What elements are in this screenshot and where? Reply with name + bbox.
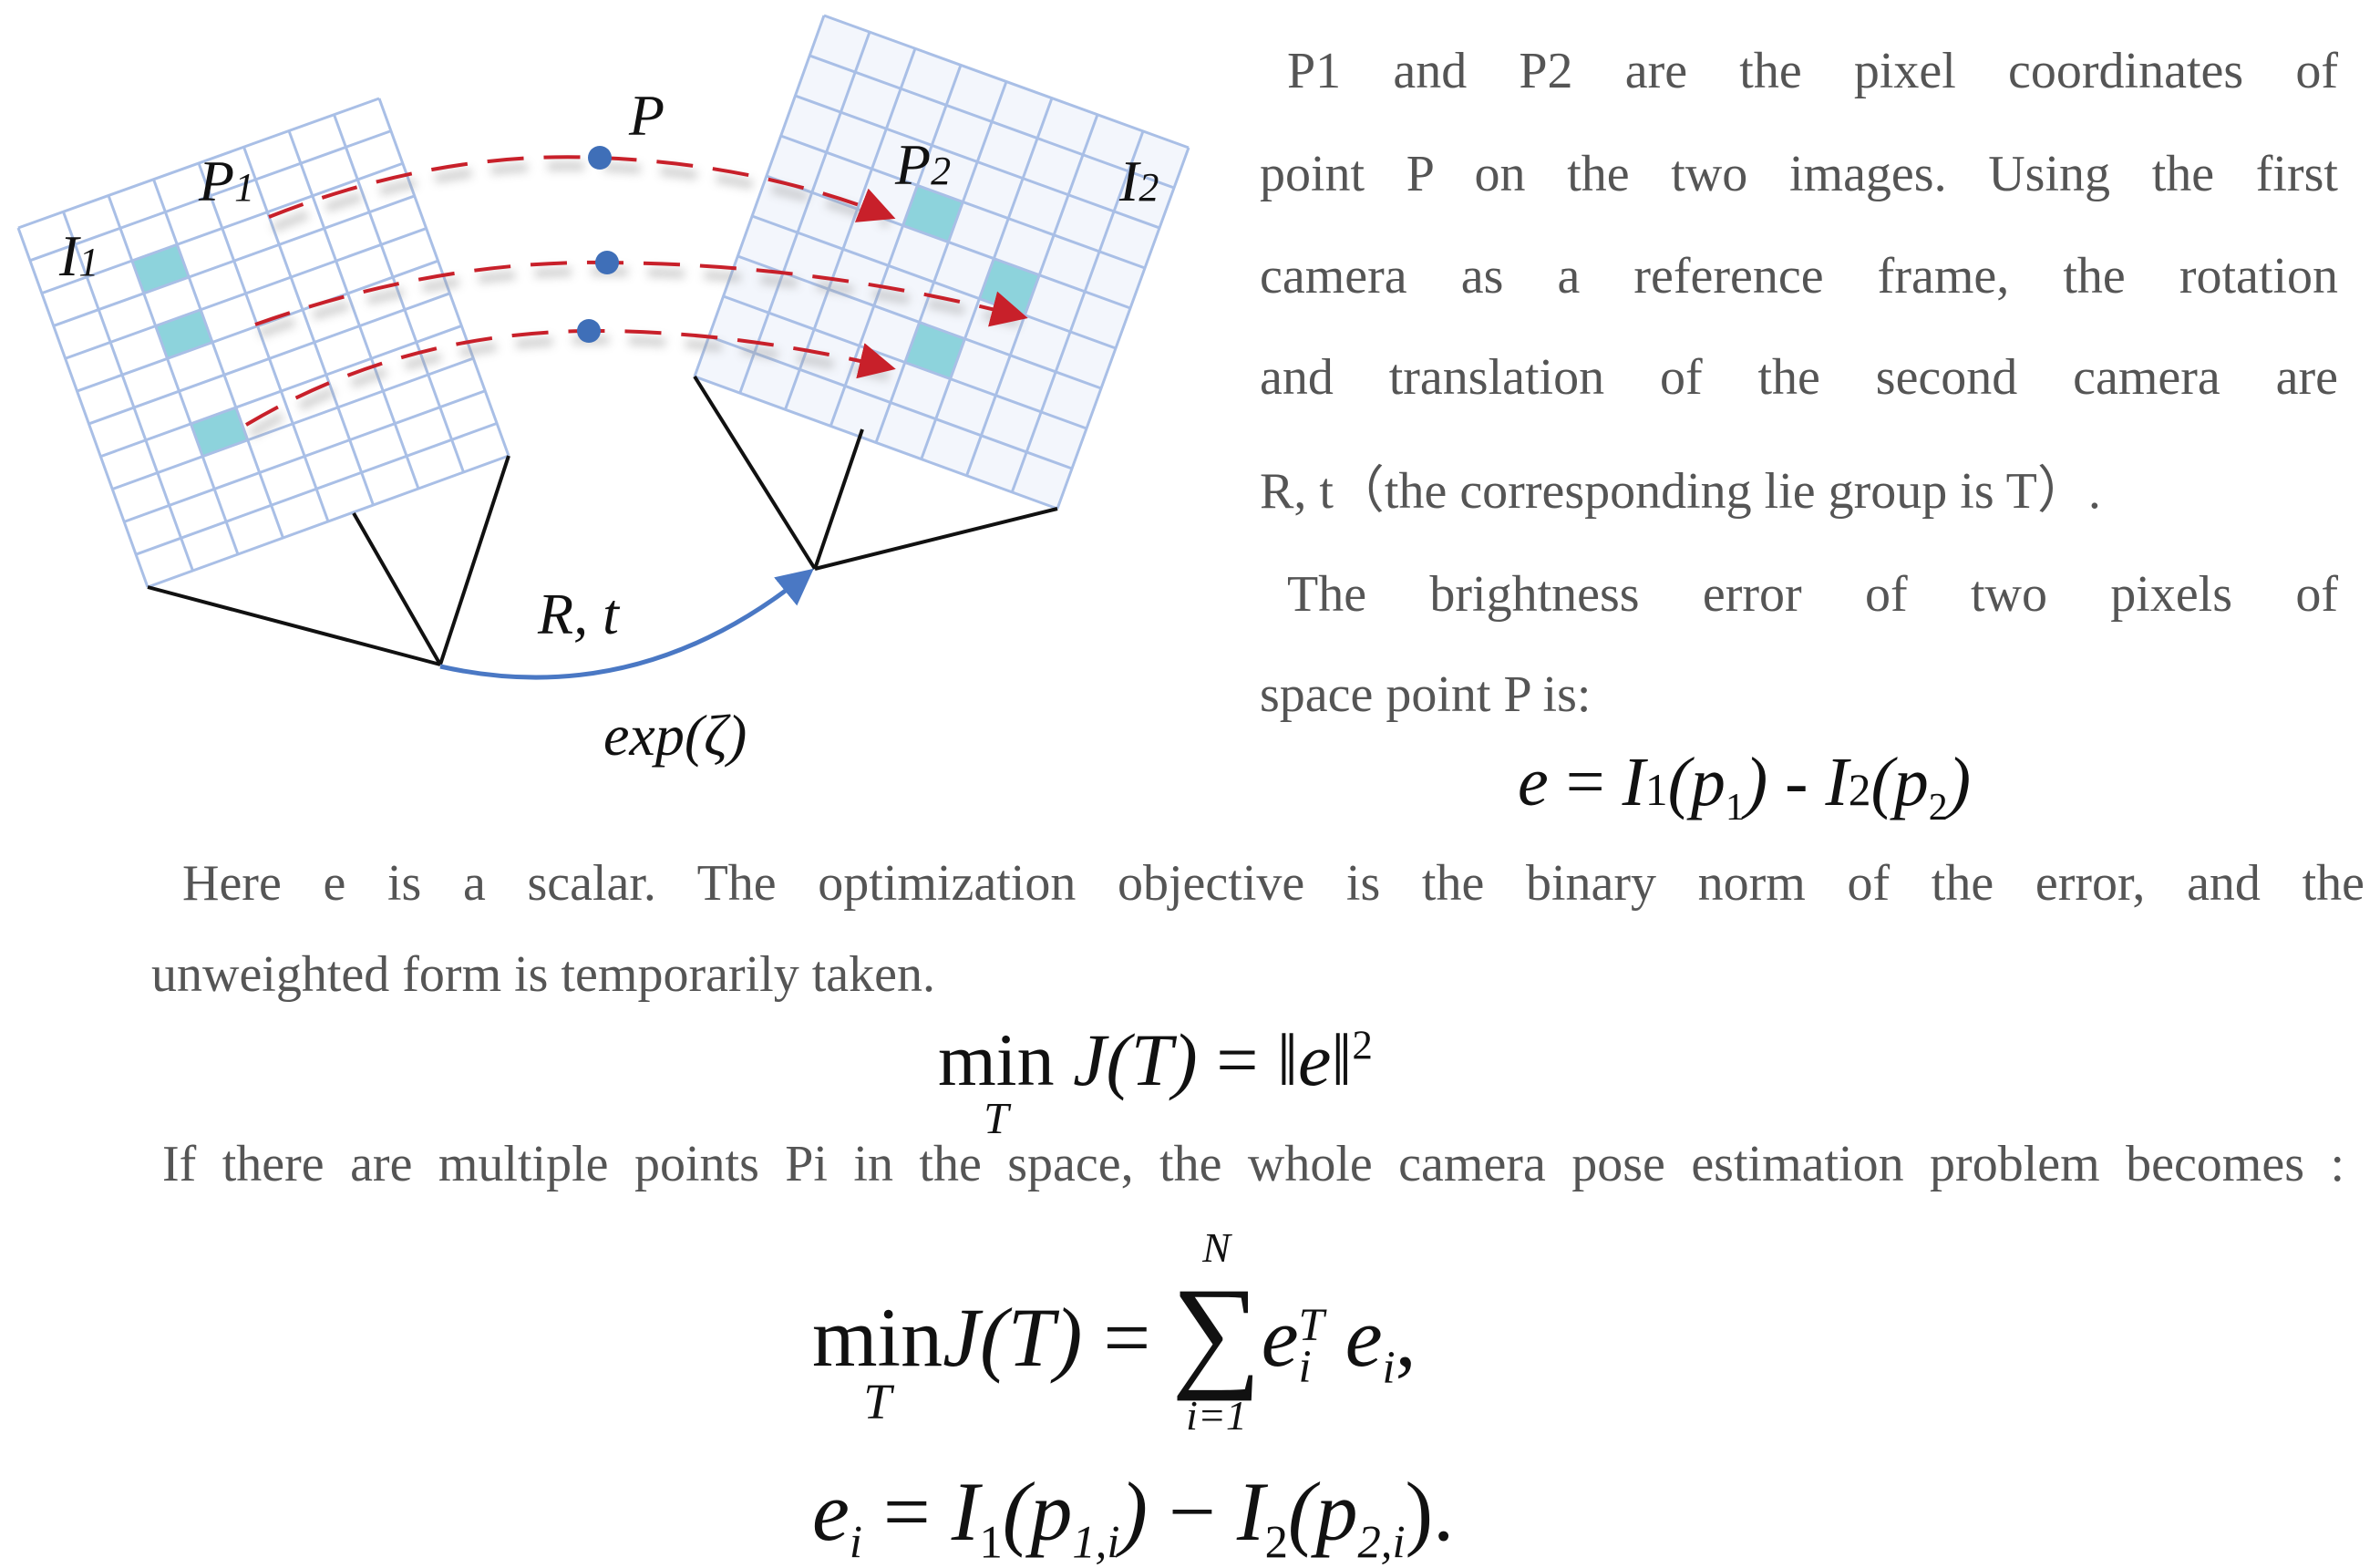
label-R-t: R, t [537, 582, 621, 646]
grid-line [829, 64, 963, 427]
grid-line [1056, 147, 1190, 510]
text-line: space point P is: [1260, 666, 1592, 723]
text-line: Here e is a scalar. The optimization obj… [182, 855, 2365, 912]
grid-line [751, 214, 1117, 350]
grid-line [197, 162, 330, 522]
equation-error-i: ei = I1(p1,i) − I2(p2,i). [812, 1465, 1455, 1568]
camera-1-frustum-mid [352, 512, 442, 665]
grid-line [41, 161, 404, 295]
grid-line [16, 227, 149, 588]
camera-1-frustum-left [147, 585, 441, 666]
camera-2-frustum-left [693, 375, 817, 571]
motion-arc [439, 568, 814, 680]
text-line: camera as a reference frame, the rotatio… [1260, 248, 2338, 304]
grid-line [99, 325, 462, 459]
grid-line [823, 14, 1190, 150]
grid-line [62, 211, 194, 572]
text-line: R, t（the corresponding lie group is T）. [1260, 463, 2101, 520]
grid-line [107, 194, 240, 555]
text-line: point P on the two images. Using the fir… [1260, 146, 2338, 202]
camera-1-frustum-right [438, 455, 510, 665]
grid-line [965, 114, 1099, 477]
grid-line [794, 94, 1160, 230]
label-I2: I2 [1118, 149, 1159, 213]
text-line: P1 and P2 are the pixel coordinates of [1287, 43, 2338, 99]
grid-line [766, 174, 1131, 310]
text-line: The brightness error of two pixels of [1287, 566, 2338, 623]
grid-line [693, 15, 826, 377]
grid-line [135, 421, 498, 556]
text-line: and translation of the second camera are [1260, 349, 2338, 406]
label-exp-zeta: exp(ζ) [603, 703, 747, 768]
grid-line [737, 254, 1102, 390]
grid-line [147, 454, 510, 589]
grid-line [1010, 130, 1145, 493]
text-line: unweighted form is temporarily taken. [151, 946, 935, 1003]
grid-line [874, 80, 1008, 444]
camera-2-frustum-mid [813, 428, 864, 570]
space-point-3 [577, 319, 601, 343]
image-plane-1 [16, 97, 510, 589]
grid-line [77, 259, 439, 393]
grid-line [53, 194, 416, 327]
grid-line [88, 292, 450, 426]
grid-line [152, 179, 284, 539]
grid-line [738, 31, 871, 394]
space-point-2 [595, 251, 619, 274]
grid-line [29, 129, 392, 263]
equation-brightness-error: e = I1(p1) - I2(p2) [1518, 744, 1972, 830]
grid-line [123, 389, 486, 523]
highlighted-pixel [904, 322, 965, 379]
grid-line [780, 134, 1146, 270]
grid-line [708, 335, 1073, 470]
ray-1 [268, 155, 896, 222]
grid-line [809, 54, 1175, 190]
grid-line [17, 97, 380, 230]
grid-line [111, 356, 474, 490]
text-line: If there are multiple points Pi in the s… [162, 1136, 2344, 1192]
grid-line [920, 98, 1054, 460]
camera-2-frustum-right [814, 507, 1058, 571]
grid-line [694, 375, 1058, 511]
grid-line [65, 227, 428, 360]
highlighted-pixel [902, 185, 963, 242]
label-P2: P2 [894, 132, 951, 197]
grid-line [242, 146, 375, 506]
grid-line [723, 294, 1087, 430]
label-I1: I1 [58, 223, 98, 288]
label-P1: P1 [198, 149, 254, 213]
label-P: P [628, 83, 665, 148]
image-plane-2 [693, 14, 1190, 511]
equation-objective: min T J(T) = ‖e‖2 [938, 1018, 1373, 1143]
grid-line [287, 129, 420, 490]
grid-line [377, 98, 510, 457]
space-point-1 [588, 146, 612, 170]
